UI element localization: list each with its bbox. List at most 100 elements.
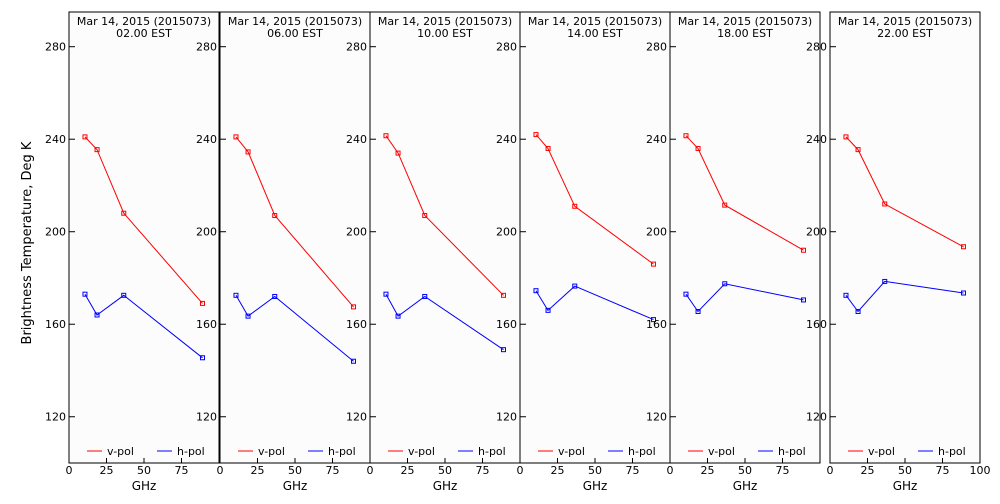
legend-label-h-pol: h-pol	[628, 445, 656, 458]
chart-panel-5: Mar 14, 2015 (2015073)18.00 EST 120 160 200…	[646, 11, 821, 493]
panel-title: Mar 14, 2015 (2015073)	[77, 15, 211, 28]
legend-label-v-pol: v-pol	[107, 445, 134, 458]
legend-label-h-pol: h-pol	[938, 445, 966, 458]
data-point-h-pol	[843, 292, 849, 298]
y-tick-label: 200	[496, 226, 517, 239]
y-tick-label: 200	[806, 226, 827, 239]
data-point-v-pol	[882, 201, 888, 207]
y-tick-label: 280	[196, 41, 217, 54]
y-tick-label: 240	[806, 133, 827, 146]
y-tick-label: 120	[496, 411, 517, 424]
x-tick-label: 0	[827, 464, 834, 477]
data-point-h-pol	[82, 291, 88, 297]
x-tick-label: 0	[217, 464, 224, 477]
x-axis-label: GHz	[433, 479, 458, 493]
x-tick-label: 0	[66, 464, 73, 477]
data-point-v-pol	[695, 145, 701, 151]
data-point-h-pol	[351, 358, 356, 364]
x-tick-label: 25	[401, 464, 415, 477]
x-tick-label: 75	[626, 464, 640, 477]
chart-panel-6: Mar 14, 2015 (2015073)22.00 EST 120 160 200…	[806, 11, 981, 493]
x-axis-label: GHz	[283, 479, 308, 493]
x-tick-label: 75	[175, 464, 189, 477]
panel-subtitle: 14.00 EST	[567, 27, 623, 40]
y-tick-label: 200	[45, 226, 66, 239]
y-tick-label: 240	[196, 133, 217, 146]
x-tick-label: 0	[517, 464, 524, 477]
x-tick-label: 50	[438, 464, 452, 477]
legend-label-v-pol: v-pol	[408, 445, 435, 458]
y-tick-label: 240	[496, 133, 517, 146]
data-point-v-pol	[383, 133, 389, 139]
data-point-v-pol	[855, 147, 861, 153]
series-line-h-pol	[535, 285, 654, 321]
series-line-h-pol	[845, 280, 964, 313]
plot-frame	[219, 11, 371, 464]
series-line-h-pol	[685, 283, 804, 313]
x-axis-label: GHz	[132, 479, 157, 493]
y-tick-label: 160	[196, 318, 217, 331]
x-tick-label: 75	[936, 464, 950, 477]
y-tick-label: 280	[45, 41, 66, 54]
data-point-v-pol	[94, 147, 100, 153]
data-point-v-pol	[82, 134, 88, 140]
data-point-h-pol	[245, 313, 251, 319]
x-axis-label: GHz	[583, 479, 608, 493]
legend-label-v-pol: v-pol	[258, 445, 285, 458]
x-tick-label: 25	[861, 464, 875, 477]
y-tick-label: 120	[45, 411, 66, 424]
y-tick-label: 160	[646, 318, 667, 331]
y-tick-label: 160	[346, 318, 367, 331]
x-axis-label: GHz	[733, 479, 758, 493]
y-tick-label: 200	[346, 226, 367, 239]
data-point-h-pol	[801, 297, 806, 303]
panel-title: Mar 14, 2015 (2015073)	[678, 15, 812, 28]
data-point-h-pol	[121, 292, 127, 298]
panel-subtitle: 10.00 EST	[417, 27, 473, 40]
x-tick-label: 25	[251, 464, 265, 477]
panel-title: Mar 14, 2015 (2015073)	[838, 15, 972, 28]
y-tick-label: 280	[496, 41, 517, 54]
data-point-v-pol	[651, 261, 656, 267]
panel-title: Mar 14, 2015 (2015073)	[528, 15, 662, 28]
data-point-v-pol	[121, 210, 127, 216]
panel-subtitle: 02.00 EST	[116, 27, 172, 40]
legend-label-h-pol: h-pol	[328, 445, 356, 458]
chart-panel-1: Mar 14, 2015 (2015073)02.00 EST 120 160 200…	[45, 11, 220, 493]
x-tick-label: 0	[667, 464, 674, 477]
chart-panel-4: Mar 14, 2015 (2015073)14.00 EST 120 160 200…	[496, 11, 671, 493]
x-tick-label: 50	[588, 464, 602, 477]
x-tick-label: 75	[476, 464, 490, 477]
x-tick-label: 50	[898, 464, 912, 477]
data-point-v-pol	[533, 132, 539, 138]
data-point-h-pol	[533, 288, 539, 294]
x-tick-label: 25	[701, 464, 715, 477]
data-point-h-pol	[572, 283, 578, 289]
y-tick-label: 120	[196, 411, 217, 424]
panel-title: Mar 14, 2015 (2015073)	[378, 15, 512, 28]
y-axis-label: Brightness Temperature, Deg K	[20, 141, 35, 344]
chart-panel-3: Mar 14, 2015 (2015073)10.00 EST 120 160 200…	[346, 11, 521, 493]
data-point-v-pol	[843, 134, 849, 140]
data-point-h-pol	[545, 307, 551, 313]
legend-label-v-pol: v-pol	[558, 445, 585, 458]
panel-subtitle: 18.00 EST	[717, 27, 773, 40]
x-tick-label: 50	[738, 464, 752, 477]
panel-subtitle: 06.00 EST	[267, 27, 323, 40]
series-line-h-pol	[385, 293, 504, 351]
x-tick-label: 50	[137, 464, 151, 477]
data-point-v-pol	[683, 133, 689, 139]
series-line-v-pol	[535, 134, 654, 265]
data-point-v-pol	[395, 150, 401, 156]
data-point-v-pol	[722, 202, 728, 208]
y-tick-label: 120	[806, 411, 827, 424]
plot-frame	[829, 11, 981, 464]
y-tick-label: 280	[806, 41, 827, 54]
panel-subtitle: 22.00 EST	[877, 27, 933, 40]
data-point-v-pol	[245, 149, 251, 155]
data-point-h-pol	[683, 291, 689, 297]
y-tick-label: 160	[45, 318, 66, 331]
x-axis-ticks: 0 25 50 75 0 25 50 75 0 25 50 75 0 25 50 75 0 25 50 75 0 25 50…	[66, 458, 991, 477]
data-point-v-pol	[961, 244, 966, 250]
data-point-h-pol	[882, 278, 888, 284]
